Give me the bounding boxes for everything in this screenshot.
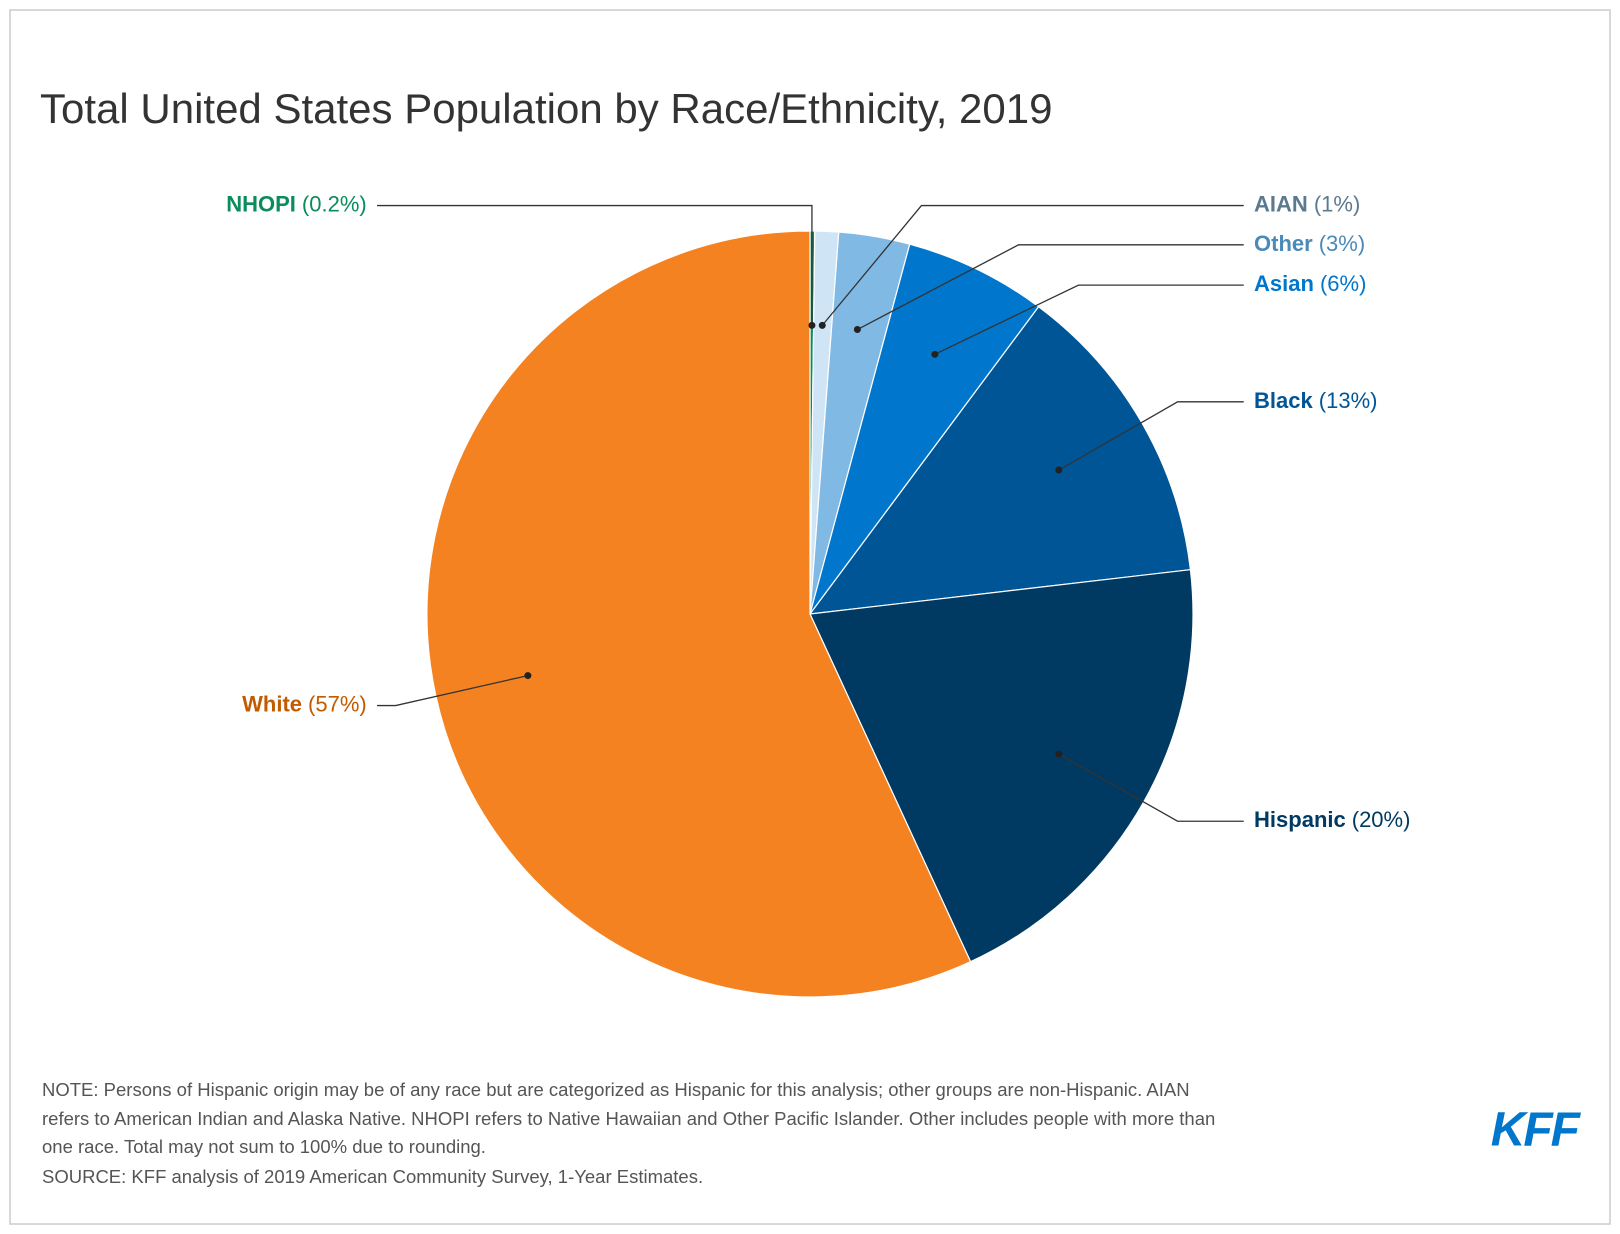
- leader-line: [821, 204, 1244, 326]
- slice-label: Hispanic (20%): [1254, 807, 1410, 832]
- slice-label: NHOPI (0.2%): [226, 191, 366, 216]
- pie-slice: [809, 569, 1194, 963]
- slice-label-name: Other: [1254, 231, 1313, 256]
- logo: KFF: [1491, 1104, 1582, 1157]
- slice-label-name: Asian: [1254, 271, 1314, 296]
- slice-label-name: NHOPI: [226, 191, 296, 216]
- leader-dot: [818, 321, 826, 329]
- note-line: one race. Total may not sum to 100% due …: [42, 1136, 486, 1157]
- slice-label: Black (13%): [1254, 388, 1377, 413]
- slice-label: Other (3%): [1254, 231, 1365, 256]
- slice-label-value: (3%): [1319, 231, 1365, 256]
- leader-line: [857, 244, 1244, 331]
- slice-label-name: AIAN: [1254, 191, 1308, 216]
- leader-line: [377, 674, 529, 707]
- source: SOURCE: KFF analysis of 2019 American Co…: [42, 1166, 703, 1187]
- slice-label-value: (6%): [1320, 271, 1366, 296]
- leader-line: [377, 204, 813, 326]
- slice-label-name: Hispanic: [1254, 807, 1346, 832]
- pie: NHOPI (0.2%) AIAN (1%)Other (3%)Asian (6%)Bla…: [226, 191, 1410, 998]
- leader-dot: [853, 326, 861, 334]
- slice-label: AIAN (1%): [1254, 191, 1360, 216]
- note-line: NOTE: Persons of Hispanic origin may be …: [42, 1079, 1190, 1100]
- note-line: refers to American Indian and Alaska Nat…: [42, 1108, 1215, 1129]
- slice-label-value: (20%): [1352, 807, 1411, 832]
- leader-dot: [808, 321, 816, 329]
- slice-label-value: (57%): [308, 691, 367, 716]
- leader-dot: [931, 350, 939, 358]
- leader-dot: [1055, 750, 1063, 758]
- slice-label-value: (13%): [1319, 388, 1378, 413]
- leader-line: [934, 284, 1244, 355]
- leader-line: [1058, 401, 1244, 471]
- slice-label-name: White: [242, 691, 302, 716]
- leader-dot: [524, 672, 532, 680]
- slice-label: Asian (6%): [1254, 271, 1366, 296]
- leader-dot: [1055, 466, 1063, 474]
- chart-title: Total United States Population by Race/E…: [40, 85, 1053, 132]
- slice-label-value: (1%): [1314, 191, 1360, 216]
- leader-line: [1058, 753, 1244, 822]
- slice-label-value: (0.2%): [302, 191, 367, 216]
- slice-label: White (57%): [242, 691, 367, 716]
- slice-label-name: Black: [1254, 388, 1313, 413]
